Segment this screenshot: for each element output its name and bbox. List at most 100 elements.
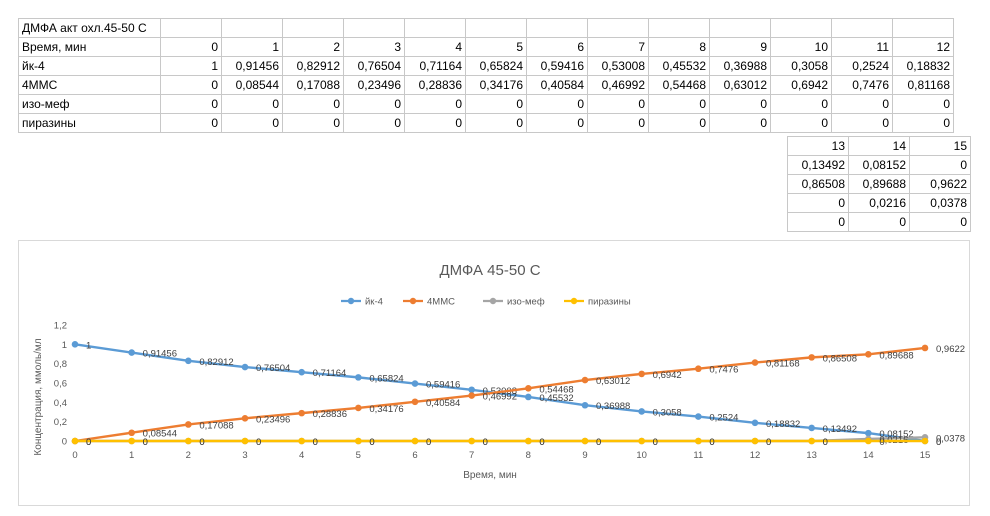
- empty-cell[interactable]: [160, 18, 222, 38]
- time-cell[interactable]: 3: [343, 37, 405, 57]
- value-cell[interactable]: 0,82912: [282, 56, 344, 76]
- value-cell[interactable]: 1: [160, 56, 222, 76]
- value-cell[interactable]: 0: [770, 113, 832, 133]
- chart-area[interactable]: ДМФА 45-50 С йк-4 4ММС изо-меф пиразины 0 0,2 0…: [18, 240, 970, 506]
- time-cell[interactable]: 10: [770, 37, 832, 57]
- value-cell[interactable]: 0,59416: [526, 56, 588, 76]
- empty-cell[interactable]: [770, 18, 832, 38]
- value-cell[interactable]: 0: [160, 113, 222, 133]
- value-cell[interactable]: 0,17088: [282, 75, 344, 95]
- time-cell[interactable]: 1: [221, 37, 283, 57]
- empty-cell[interactable]: [831, 18, 893, 38]
- empty-cell[interactable]: [465, 18, 527, 38]
- empty-cell[interactable]: [282, 18, 344, 38]
- time-cell[interactable]: 4: [404, 37, 466, 57]
- value-cell[interactable]: 0: [526, 94, 588, 114]
- value-cell[interactable]: 0,89688: [848, 174, 910, 194]
- value-cell[interactable]: 0: [587, 113, 649, 133]
- value-cell[interactable]: 0,76504: [343, 56, 405, 76]
- time-cell[interactable]: 13: [787, 136, 849, 156]
- value-cell[interactable]: 0: [892, 113, 954, 133]
- value-cell[interactable]: 0: [848, 212, 910, 232]
- empty-cell[interactable]: [526, 18, 588, 38]
- time-header-cell[interactable]: Время, мин: [18, 37, 161, 57]
- row-label-cell[interactable]: пиразины: [18, 113, 161, 133]
- time-cell[interactable]: 15: [909, 136, 971, 156]
- value-cell[interactable]: 0: [221, 113, 283, 133]
- value-cell[interactable]: 0: [770, 94, 832, 114]
- value-cell[interactable]: 0: [909, 155, 971, 175]
- time-cell[interactable]: 8: [648, 37, 710, 57]
- value-cell[interactable]: 0,0378: [909, 193, 971, 213]
- value-cell[interactable]: 0: [648, 113, 710, 133]
- value-cell[interactable]: 0: [465, 94, 527, 114]
- value-cell[interactable]: 0: [343, 113, 405, 133]
- value-cell[interactable]: 0: [787, 212, 849, 232]
- value-cell[interactable]: 0,34176: [465, 75, 527, 95]
- value-cell[interactable]: 0,13492: [787, 155, 849, 175]
- value-cell[interactable]: 0: [831, 94, 893, 114]
- value-cell[interactable]: 0: [587, 94, 649, 114]
- value-cell[interactable]: 0: [160, 75, 222, 95]
- row-label-cell[interactable]: изо-меф: [18, 94, 161, 114]
- value-cell[interactable]: 0: [526, 113, 588, 133]
- value-cell[interactable]: 0: [160, 94, 222, 114]
- time-cell[interactable]: 11: [831, 37, 893, 57]
- value-cell[interactable]: 0: [404, 113, 466, 133]
- empty-cell[interactable]: [221, 18, 283, 38]
- value-cell[interactable]: 0: [709, 94, 771, 114]
- value-cell[interactable]: 0,53008: [587, 56, 649, 76]
- value-cell[interactable]: 0,46992: [587, 75, 649, 95]
- empty-cell[interactable]: [892, 18, 954, 38]
- time-cell[interactable]: 5: [465, 37, 527, 57]
- time-cell[interactable]: 9: [709, 37, 771, 57]
- empty-cell[interactable]: [343, 18, 405, 38]
- empty-cell[interactable]: [709, 18, 771, 38]
- value-cell[interactable]: 0,81168: [892, 75, 954, 95]
- value-cell[interactable]: 0: [787, 193, 849, 213]
- value-cell[interactable]: 0,18832: [892, 56, 954, 76]
- value-cell[interactable]: 0,71164: [404, 56, 466, 76]
- value-cell[interactable]: 0: [282, 113, 344, 133]
- value-cell[interactable]: 0,2524: [831, 56, 893, 76]
- value-cell[interactable]: 0,45532: [648, 56, 710, 76]
- row-label-cell[interactable]: йк-4: [18, 56, 161, 76]
- value-cell[interactable]: 0,65824: [465, 56, 527, 76]
- sheet-title-cell[interactable]: ДМФА акт охл.45-50 С: [18, 18, 161, 38]
- value-cell[interactable]: 0,3058: [770, 56, 832, 76]
- value-cell[interactable]: 0,91456: [221, 56, 283, 76]
- value-cell[interactable]: 0: [892, 94, 954, 114]
- value-cell[interactable]: 0,36988: [709, 56, 771, 76]
- time-cell[interactable]: 6: [526, 37, 588, 57]
- value-cell[interactable]: 0,7476: [831, 75, 893, 95]
- value-cell[interactable]: 0: [221, 94, 283, 114]
- row-label-cell[interactable]: 4ММС: [18, 75, 161, 95]
- time-cell[interactable]: 14: [848, 136, 910, 156]
- value-cell[interactable]: 0,86508: [787, 174, 849, 194]
- time-cell[interactable]: 2: [282, 37, 344, 57]
- value-cell[interactable]: 0: [282, 94, 344, 114]
- value-cell[interactable]: 0,0216: [848, 193, 910, 213]
- value-cell[interactable]: 0,28836: [404, 75, 466, 95]
- value-cell[interactable]: 0,63012: [709, 75, 771, 95]
- value-cell[interactable]: 0: [404, 94, 466, 114]
- empty-cell[interactable]: [587, 18, 649, 38]
- value-cell[interactable]: 0: [648, 94, 710, 114]
- value-cell[interactable]: 0,6942: [770, 75, 832, 95]
- value-cell[interactable]: 0: [343, 94, 405, 114]
- time-cell[interactable]: 7: [587, 37, 649, 57]
- value-cell[interactable]: 0: [909, 212, 971, 232]
- value-cell[interactable]: 0,9622: [909, 174, 971, 194]
- value-cell[interactable]: 0: [465, 113, 527, 133]
- time-cell[interactable]: 12: [892, 37, 954, 57]
- value-cell[interactable]: 0: [831, 113, 893, 133]
- value-cell[interactable]: 0,08152: [848, 155, 910, 175]
- value-cell[interactable]: 0,23496: [343, 75, 405, 95]
- time-cell[interactable]: 0: [160, 37, 222, 57]
- value-cell[interactable]: 0,54468: [648, 75, 710, 95]
- value-cell[interactable]: 0,08544: [221, 75, 283, 95]
- value-cell[interactable]: 0,40584: [526, 75, 588, 95]
- empty-cell[interactable]: [648, 18, 710, 38]
- empty-cell[interactable]: [404, 18, 466, 38]
- value-cell[interactable]: 0: [709, 113, 771, 133]
